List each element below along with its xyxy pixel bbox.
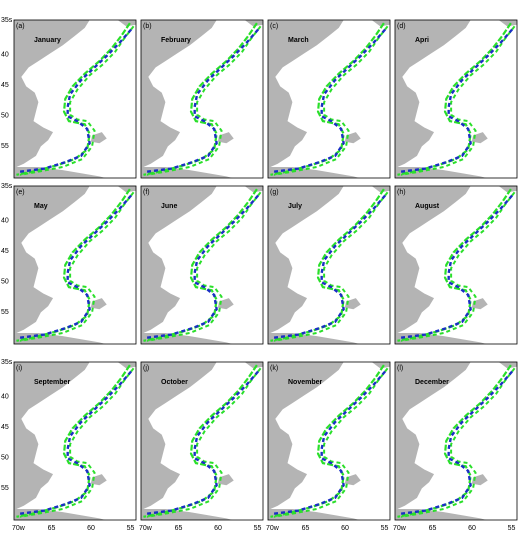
y-tick-label: 40 [1,52,9,59]
month-label: February [161,37,191,44]
y-tick-label: 50 [1,113,9,120]
panel: (j) October 70w 65 60 55 [139,361,264,532]
map [141,362,263,520]
panel-frame [140,19,264,179]
y-tick-label: 45 [1,424,9,431]
x-tick-label: 55 [127,525,135,532]
panel-label: (f) [143,189,150,196]
panel-label: (h) [397,189,406,196]
x-tick-label: 65 [175,525,183,532]
panel-frame [140,361,264,521]
y-tick-label: 35s [1,183,13,190]
map [395,362,517,520]
y-tick-label: 40 [1,218,9,225]
map [268,20,390,178]
month-label: May [34,203,48,210]
x-tick-label: 55 [254,525,262,532]
y-tick-label: 35s [1,359,13,366]
y-tick-label: 55 [1,309,9,316]
panel: (f) June [140,185,264,345]
panel-label: (k) [270,365,278,372]
panel: (d) Apri [394,19,518,179]
y-tick-label: 40 [1,394,9,401]
y-tick-label: 50 [1,279,9,286]
month-label: August [415,203,440,210]
map [268,186,390,344]
panel-label: (l) [397,365,403,372]
x-tick-label: 70w [12,525,26,532]
panel-label: (j) [143,365,149,372]
panel: (a) January 35s 40 45 50 55 [1,17,137,179]
x-tick-label: 55 [508,525,516,532]
panel-frame [13,19,137,179]
panel-frame [267,19,391,179]
x-tick-label: 60 [341,525,349,532]
map [141,186,263,344]
x-tick-label: 70w [139,525,153,532]
panel-label: (d) [397,23,406,30]
panel: (h) August [394,185,518,345]
panel-label: (i) [16,365,22,372]
month-label: November [288,379,323,386]
month-label: December [415,379,449,386]
x-tick-label: 60 [214,525,222,532]
month-label: September [34,379,70,386]
panel-frame [13,185,137,345]
panel: (l) December 70w 65 60 55 [393,361,518,532]
panel-frame [13,361,137,521]
month-label: October [161,379,188,386]
x-tick-label: 60 [87,525,95,532]
panel: (b) February [140,19,264,179]
map [395,20,517,178]
map [14,362,136,520]
panel-frame [267,185,391,345]
y-tick-label: 55 [1,485,9,492]
panel-frame [267,361,391,521]
panel-frame [394,361,518,521]
x-tick-label: 70w [393,525,407,532]
panel-label: (b) [143,23,152,30]
map [395,186,517,344]
panel-label: (e) [16,189,25,196]
panel-label: (g) [270,189,279,196]
y-tick-label: 35s [1,17,13,24]
y-tick-label: 45 [1,248,9,255]
panel-frame [140,185,264,345]
map [268,362,390,520]
panel-label: (a) [16,23,25,30]
x-tick-label: 55 [381,525,389,532]
y-tick-label: 45 [1,82,9,89]
x-tick-label: 65 [302,525,310,532]
map [141,20,263,178]
y-tick-label: 55 [1,143,9,150]
panel: (k) November 70w 65 60 55 [266,361,391,532]
month-label: Apri [415,37,429,44]
x-tick-label: 60 [468,525,476,532]
panel-label: (c) [270,23,278,30]
month-label: March [288,37,309,44]
panel: (e) May 35s 40 45 50 55 [1,183,137,345]
month-label: July [288,203,302,210]
x-tick-label: 65 [429,525,437,532]
month-label: January [34,37,61,44]
panel: (i) September 35s 40 45 50 55 70w 65 60 55 [1,359,137,532]
panel: (c) March [267,19,391,179]
panel-frame [394,19,518,179]
panel-frame [394,185,518,345]
month-label: June [161,203,177,210]
y-tick-label: 50 [1,455,9,462]
panel: (g) July [267,185,391,345]
map [14,186,136,344]
map [14,20,136,178]
x-tick-label: 65 [48,525,56,532]
x-tick-label: 70w [266,525,280,532]
